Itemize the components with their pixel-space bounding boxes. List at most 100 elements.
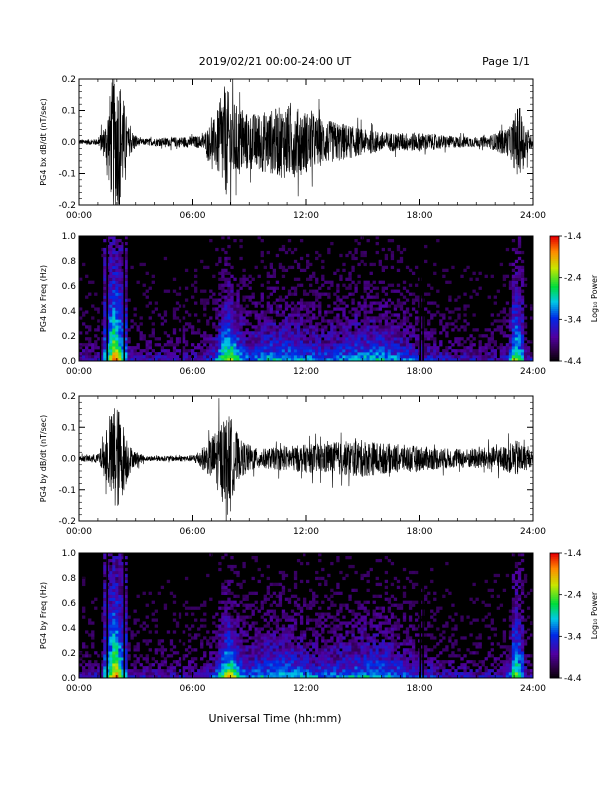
spectrogram-cell [375,660,379,664]
spectrogram-cell [142,337,146,341]
spectrogram-cell [103,600,107,604]
spectrogram-cell [287,343,292,347]
spectrogram-cell [408,352,413,356]
spectrogram-cell [115,259,119,264]
spectrogram-cell [520,265,525,270]
spectrogram-cell [299,579,304,584]
spectrogram-cell [109,310,113,314]
spectrogram-cell [269,310,274,314]
spectrogram-cell [245,594,249,598]
spectrogram-cell [390,289,395,293]
spectrogram-cell [130,358,134,362]
spectrogram-cell [103,585,107,590]
spectrogram-cell [236,298,240,302]
spectrogram-cell [88,660,92,664]
spectrogram-cell [360,325,364,329]
spectrogram-cell [239,238,243,243]
spectrogram-cell [157,642,162,646]
spectrogram-cell [115,585,119,590]
spectrogram-cell [366,663,370,667]
spectrogram-cell [390,301,395,305]
spectrogram-cell [260,636,264,640]
spectrogram-cell [333,630,337,634]
spectrogram-cell [266,651,270,655]
spectrogram-cell [251,292,255,296]
spectrogram-cell [169,639,174,643]
spectrogram-cell [121,675,125,679]
spectrogram-cell [109,334,113,338]
spectrogram-cell [118,358,122,362]
spectrogram-cell [381,352,385,356]
spectrogram-cell [281,334,286,338]
spectrogram-cell [511,337,516,341]
spectrogram-cell [230,286,234,290]
spectrogram-cell [227,349,231,353]
spectrogram-cell [387,352,392,356]
spectrogram-cell [230,340,234,344]
spectrogram-cell [121,597,125,601]
spectrogram-cell [145,304,149,308]
spectrogram-cell [336,334,340,338]
spectrogram-cell [520,355,525,359]
spectrogram-cell [448,352,452,356]
spectrogram-cell [321,319,325,323]
spectrogram-cell [281,247,286,252]
spectrogram-cell [251,346,255,350]
spectrogram-cell [148,630,152,634]
y-tick-label: 0.2 [62,392,76,402]
spectrogram-cell [499,358,504,362]
spectrogram-cell [251,337,255,341]
spectrogram-cell [296,651,301,655]
spectrogram-cell [496,313,501,317]
colorbar-segment [550,336,559,339]
spectrogram-cell [269,265,274,270]
spectrogram-cell [324,310,328,314]
spectrogram-cell [293,331,298,335]
spectrogram-cell [299,334,304,338]
spectrogram-cell [312,358,316,362]
spectrogram-cell [130,325,134,329]
spectrogram-cell [263,322,267,326]
spectrogram-cell [345,277,349,281]
spectrogram-cell [315,331,319,335]
x-tick-label: 06:00 [180,527,206,537]
spectrogram-cell [112,241,116,246]
spectrogram-cell [82,642,86,646]
spectrogram-cell [103,615,107,619]
spectrogram-cell [293,325,298,329]
spectrogram-cell [333,618,337,622]
spectrogram-cell [103,633,107,637]
spectrogram-cell [330,355,334,359]
spectrogram-cell [133,618,137,622]
spectrogram-cell [121,645,125,649]
spectrogram-cell [166,334,171,338]
spectrogram-cell [103,250,107,255]
spectrogram-cell [348,597,352,601]
spectrogram-cell [227,313,231,317]
spectrogram-cell [142,669,146,673]
spectrogram-cell [233,570,237,575]
spectrogram-cell [109,253,113,258]
spectrogram-cell [499,346,504,350]
spectrogram-cell [124,591,128,595]
spectrogram-cell [372,328,376,332]
spectrogram-cell [327,334,331,338]
spectrogram-cell [315,672,319,676]
spectrogram-cell [118,666,122,670]
spectrogram-cell [109,298,113,302]
spectrogram-cell [284,573,289,578]
spectrogram-cell [103,277,107,281]
colorbar-segment [550,325,559,329]
spectrogram-cell [393,289,398,293]
spectrogram-cell [275,349,280,353]
spectrogram-cell [357,331,361,335]
spectrogram-cell [318,654,322,658]
spectrogram-cell [254,325,258,329]
spectrogram-cell [315,325,319,329]
spectrogram-cell [230,672,234,676]
spectrogram-cell [209,349,213,353]
spectrogram-cell [405,346,410,350]
spectrogram-cell [330,343,334,347]
spectrogram-cell [175,621,180,625]
spectrogram-cell [375,651,379,655]
